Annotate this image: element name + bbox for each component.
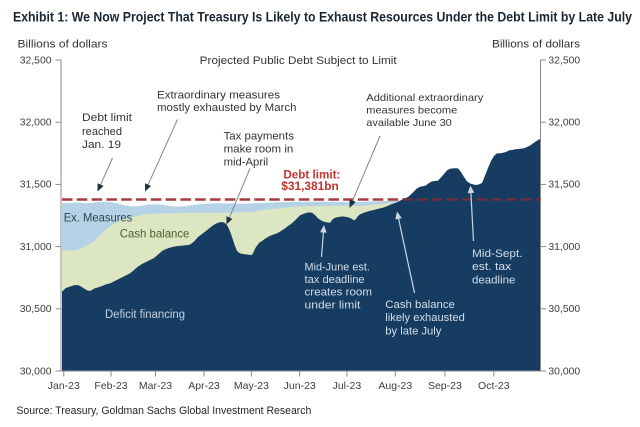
svg-text:Jan-23: Jan-23	[48, 380, 80, 392]
svg-text:Jun-23: Jun-23	[284, 380, 316, 392]
svg-text:31,000: 31,000	[20, 242, 52, 253]
svg-text:likely exhausted: likely exhausted	[385, 312, 465, 324]
svg-text:under limit: under limit	[305, 299, 361, 311]
svg-text:31,500: 31,500	[548, 180, 580, 191]
svg-text:32,000: 32,000	[20, 118, 52, 129]
svg-text:est. tax: est. tax	[472, 261, 512, 273]
svg-text:30,000: 30,000	[20, 366, 52, 377]
svg-text:make room in: make room in	[224, 144, 294, 156]
svg-text:Mid-June est.: Mid-June est.	[305, 261, 370, 273]
svg-text:Apr-23: Apr-23	[188, 380, 220, 392]
svg-text:May-23: May-23	[234, 380, 269, 392]
svg-text:$31,381bn: $31,381bn	[281, 180, 339, 193]
svg-text:Feb-23: Feb-23	[94, 380, 127, 392]
svg-text:measures become: measures become	[366, 105, 457, 116]
svg-text:available June 30: available June 30	[366, 118, 452, 129]
svg-text:Debt limit:: Debt limit:	[283, 168, 340, 181]
svg-text:Billions of dollars: Billions of dollars	[18, 39, 108, 51]
svg-text:Additional extraordinary: Additional extraordinary	[366, 93, 484, 104]
svg-text:31,500: 31,500	[20, 180, 52, 191]
svg-text:Jan. 19: Jan. 19	[82, 139, 121, 151]
svg-text:deadline: deadline	[472, 274, 515, 286]
svg-text:Cash balance: Cash balance	[120, 226, 190, 240]
svg-text:Billions of dollars: Billions of dollars	[492, 39, 580, 51]
svg-text:Cash balance: Cash balance	[385, 299, 455, 311]
svg-text:32,000: 32,000	[548, 118, 580, 129]
svg-text:by late July: by late July	[385, 326, 442, 338]
svg-text:Deficit financing: Deficit financing	[105, 309, 185, 321]
svg-text:Aug-23: Aug-23	[378, 380, 412, 392]
svg-text:Exhibit 1: We Now Project That: Exhibit 1: We Now Project That Treasury …	[13, 9, 632, 25]
svg-text:Ex. Measures: Ex. Measures	[64, 212, 133, 225]
svg-text:Projected Public Debt Subject: Projected Public Debt Subject to Limit	[200, 55, 397, 67]
svg-text:Extraordinary measures: Extraordinary measures	[157, 90, 280, 102]
svg-text:creates room: creates room	[305, 286, 373, 298]
svg-text:32,500: 32,500	[548, 55, 580, 66]
svg-text:30,000: 30,000	[548, 366, 580, 377]
svg-text:Mid-Sept.: Mid-Sept.	[472, 248, 523, 260]
svg-text:30,500: 30,500	[548, 304, 580, 315]
svg-text:Sep-23: Sep-23	[428, 380, 462, 392]
svg-text:Mar-23: Mar-23	[139, 380, 172, 392]
svg-text:Tax payments: Tax payments	[224, 131, 295, 143]
svg-text:Jul-23: Jul-23	[333, 380, 362, 392]
svg-text:mid-April: mid-April	[224, 157, 269, 169]
svg-text:Oct-23: Oct-23	[478, 380, 510, 392]
svg-text:Source: Treasury, Goldman Sach: Source: Treasury, Goldman Sachs Global I…	[16, 405, 311, 417]
svg-text:reached: reached	[82, 126, 122, 138]
svg-text:31,000: 31,000	[548, 242, 580, 253]
svg-text:30,500: 30,500	[20, 304, 52, 315]
svg-text:Debt limit: Debt limit	[82, 112, 133, 124]
svg-text:32,500: 32,500	[20, 55, 52, 66]
svg-text:mostly exhausted by March: mostly exhausted by March	[157, 102, 297, 114]
svg-text:tax deadline: tax deadline	[305, 274, 365, 286]
